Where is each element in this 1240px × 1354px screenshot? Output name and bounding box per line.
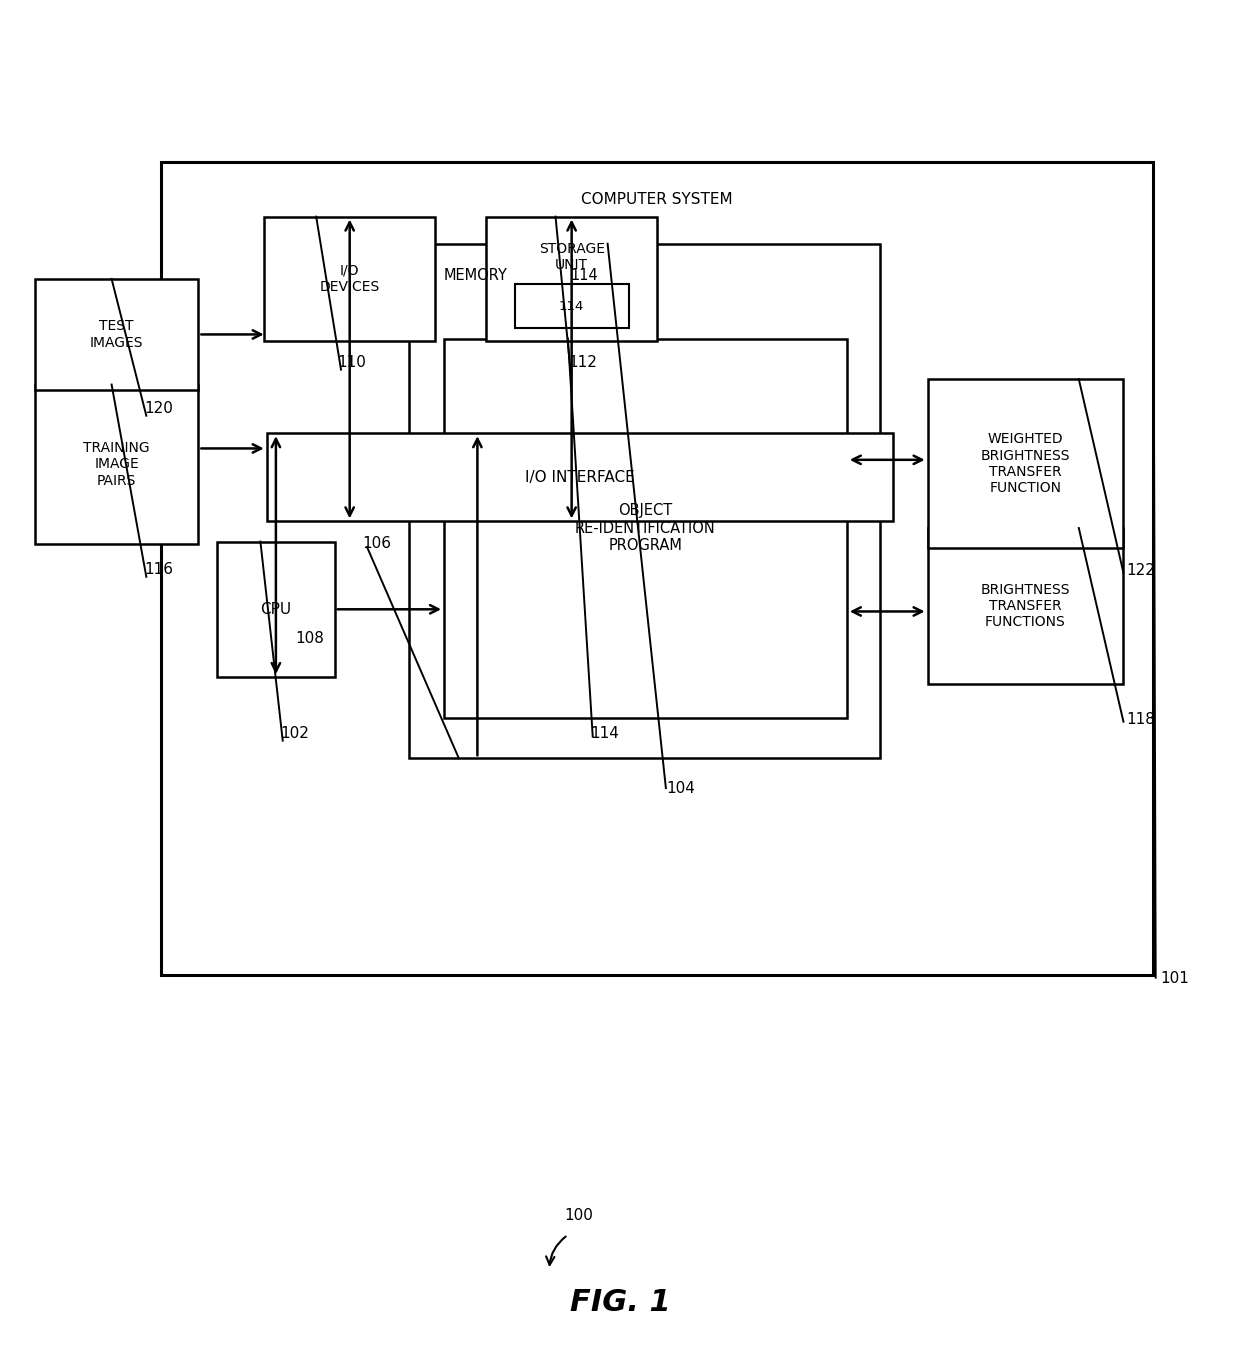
Text: COMPUTER SYSTEM: COMPUTER SYSTEM — [582, 192, 733, 207]
Text: 122: 122 — [1126, 563, 1154, 578]
Text: 106: 106 — [362, 536, 391, 551]
Text: 120: 120 — [144, 401, 172, 416]
FancyBboxPatch shape — [264, 217, 435, 341]
Text: BRIGHTNESS
TRANSFER
FUNCTIONS: BRIGHTNESS TRANSFER FUNCTIONS — [981, 582, 1070, 630]
Text: FIG. 1: FIG. 1 — [569, 1288, 671, 1317]
Text: 104: 104 — [666, 781, 694, 796]
FancyBboxPatch shape — [444, 338, 847, 718]
Text: MEMORY: MEMORY — [444, 268, 508, 283]
FancyBboxPatch shape — [35, 385, 198, 544]
FancyBboxPatch shape — [486, 217, 657, 341]
Text: 101: 101 — [1161, 971, 1189, 986]
Text: 100: 100 — [564, 1208, 593, 1223]
Text: 118: 118 — [1126, 712, 1154, 727]
Text: 116: 116 — [144, 562, 172, 577]
Text: WEIGHTED
BRIGHTNESS
TRANSFER
FUNCTION: WEIGHTED BRIGHTNESS TRANSFER FUNCTION — [981, 432, 1070, 496]
Text: I/O INTERFACE: I/O INTERFACE — [525, 470, 635, 485]
FancyBboxPatch shape — [515, 284, 629, 328]
Text: 110: 110 — [337, 355, 366, 370]
FancyBboxPatch shape — [267, 433, 893, 521]
Text: TEST
IMAGES: TEST IMAGES — [89, 320, 144, 349]
FancyBboxPatch shape — [409, 244, 880, 758]
Text: I/O
DEVICES: I/O DEVICES — [320, 264, 379, 294]
Text: 114: 114 — [570, 268, 598, 283]
Text: 102: 102 — [280, 726, 309, 741]
FancyBboxPatch shape — [35, 279, 198, 390]
Text: 112: 112 — [568, 355, 596, 370]
FancyBboxPatch shape — [217, 542, 335, 677]
Text: 114: 114 — [559, 299, 584, 313]
Text: TRAINING
IMAGE
PAIRS: TRAINING IMAGE PAIRS — [83, 441, 150, 487]
Text: 114: 114 — [590, 726, 619, 741]
Text: OBJECT
RE-IDENTIFICATION
PROGRAM: OBJECT RE-IDENTIFICATION PROGRAM — [575, 504, 715, 552]
Text: STORAGE
UNIT: STORAGE UNIT — [538, 242, 605, 272]
FancyBboxPatch shape — [161, 162, 1153, 975]
Text: 108: 108 — [295, 631, 324, 646]
FancyBboxPatch shape — [928, 379, 1123, 548]
FancyBboxPatch shape — [928, 528, 1123, 684]
Text: CPU: CPU — [260, 601, 291, 617]
